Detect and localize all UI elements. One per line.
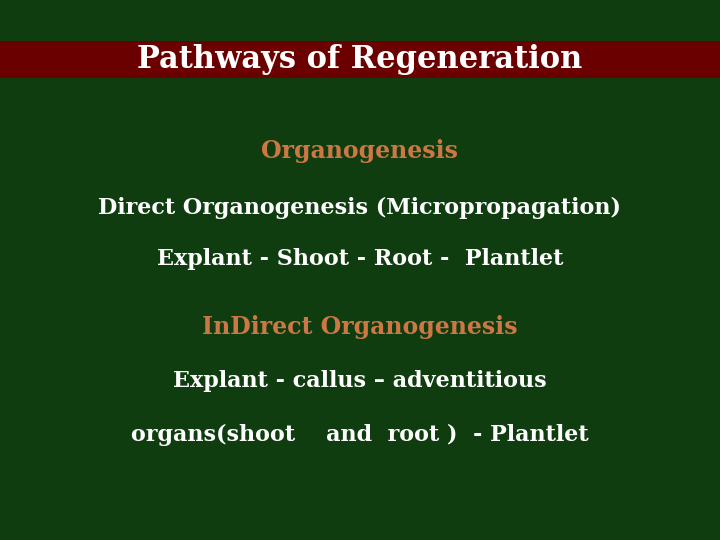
- Text: InDirect Organogenesis: InDirect Organogenesis: [202, 315, 518, 339]
- Text: organs(shoot    and  root )  - Plantlet: organs(shoot and root ) - Plantlet: [131, 424, 589, 446]
- Text: Direct Organogenesis (Micropropagation): Direct Organogenesis (Micropropagation): [99, 197, 621, 219]
- Text: Explant - Shoot - Root -  Plantlet: Explant - Shoot - Root - Plantlet: [157, 248, 563, 270]
- Text: Pathways of Regeneration: Pathways of Regeneration: [138, 44, 582, 75]
- Text: Explant - callus – adventitious: Explant - callus – adventitious: [174, 370, 546, 392]
- Text: Organogenesis: Organogenesis: [261, 139, 459, 163]
- FancyBboxPatch shape: [0, 40, 720, 78]
